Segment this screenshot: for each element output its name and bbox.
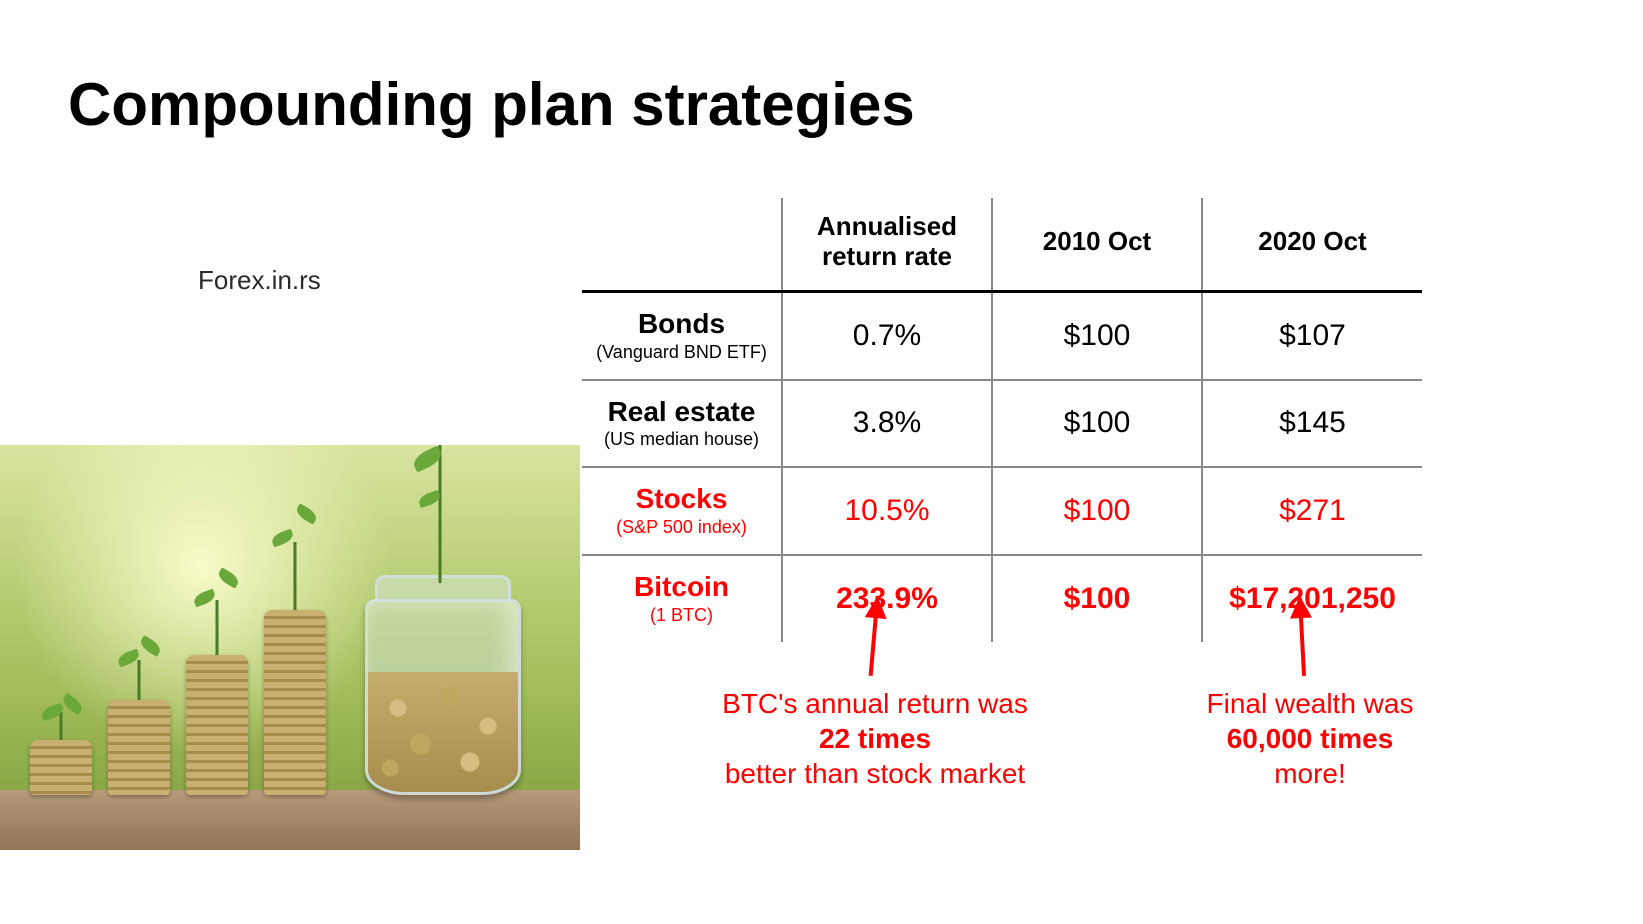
coin-stack-4 — [264, 610, 326, 795]
row-main-label: Bonds — [590, 309, 773, 340]
source-label: Forex.in.rs — [198, 265, 321, 296]
table-header-rate: Annualisedreturn rate — [782, 198, 992, 291]
table-body: Bonds (Vanguard BND ETF) 0.7% $100 $107 … — [582, 291, 1422, 642]
table-row: Bonds (Vanguard BND ETF) 0.7% $100 $107 — [582, 291, 1422, 379]
callout-right: Final wealth was 60,000 times more! — [1140, 686, 1480, 791]
cell-end: $17,201,250 — [1202, 555, 1422, 642]
table-header-end: 2020 Oct — [1202, 198, 1422, 291]
row-sub-label: (Vanguard BND ETF) — [590, 342, 773, 363]
row-main-label: Stocks — [590, 484, 773, 515]
cell-start: $100 — [992, 467, 1202, 555]
cell-rate: 3.8% — [782, 380, 992, 468]
coin-stack-2 — [108, 700, 170, 795]
callout-left: BTC's annual return was 22 times better … — [670, 686, 1080, 791]
table-header-blank — [582, 198, 782, 291]
row-sub-label: (US median house) — [590, 429, 773, 450]
row-label-bonds: Bonds (Vanguard BND ETF) — [582, 291, 782, 379]
table-row: Stocks (S&P 500 index) 10.5% $100 $271 — [582, 467, 1422, 555]
row-label-stocks: Stocks (S&P 500 index) — [582, 467, 782, 555]
row-sub-label: (S&P 500 index) — [590, 517, 773, 538]
callout-right-line1: Final wealth was — [1207, 688, 1414, 719]
cell-end: $271 — [1202, 467, 1422, 555]
returns-table: Annualisedreturn rate 2010 Oct 2020 Oct … — [582, 198, 1422, 642]
cell-start: $100 — [992, 291, 1202, 379]
table-row: Real estate (US median house) 3.8% $100 … — [582, 380, 1422, 468]
page-title: Compounding plan strategies — [68, 70, 915, 139]
cell-end: $145 — [1202, 380, 1422, 468]
row-label-realestate: Real estate (US median house) — [582, 380, 782, 468]
cell-rate: 0.7% — [782, 291, 992, 379]
callout-left-line2: 22 times — [819, 723, 931, 754]
callout-right-line3: more! — [1274, 758, 1346, 789]
hero-photo — [0, 445, 580, 850]
callout-right-line2: 60,000 times — [1227, 723, 1394, 754]
soil — [0, 790, 580, 850]
callout-left-line3: better than stock market — [725, 758, 1025, 789]
table-header-start: 2010 Oct — [992, 198, 1202, 291]
coin-jar — [360, 575, 520, 795]
cell-start: $100 — [992, 380, 1202, 468]
table-header-row: Annualisedreturn rate 2010 Oct 2020 Oct — [582, 198, 1422, 291]
coin-stack-1 — [30, 740, 92, 795]
row-main-label: Bitcoin — [590, 572, 773, 603]
row-label-bitcoin: Bitcoin (1 BTC) — [582, 555, 782, 642]
coin-stack-3 — [186, 655, 248, 795]
row-main-label: Real estate — [590, 397, 773, 428]
row-sub-label: (1 BTC) — [590, 605, 773, 626]
cell-end: $107 — [1202, 291, 1422, 379]
callout-left-line1: BTC's annual return was — [722, 688, 1028, 719]
cell-rate: 10.5% — [782, 467, 992, 555]
cell-start: $100 — [992, 555, 1202, 642]
